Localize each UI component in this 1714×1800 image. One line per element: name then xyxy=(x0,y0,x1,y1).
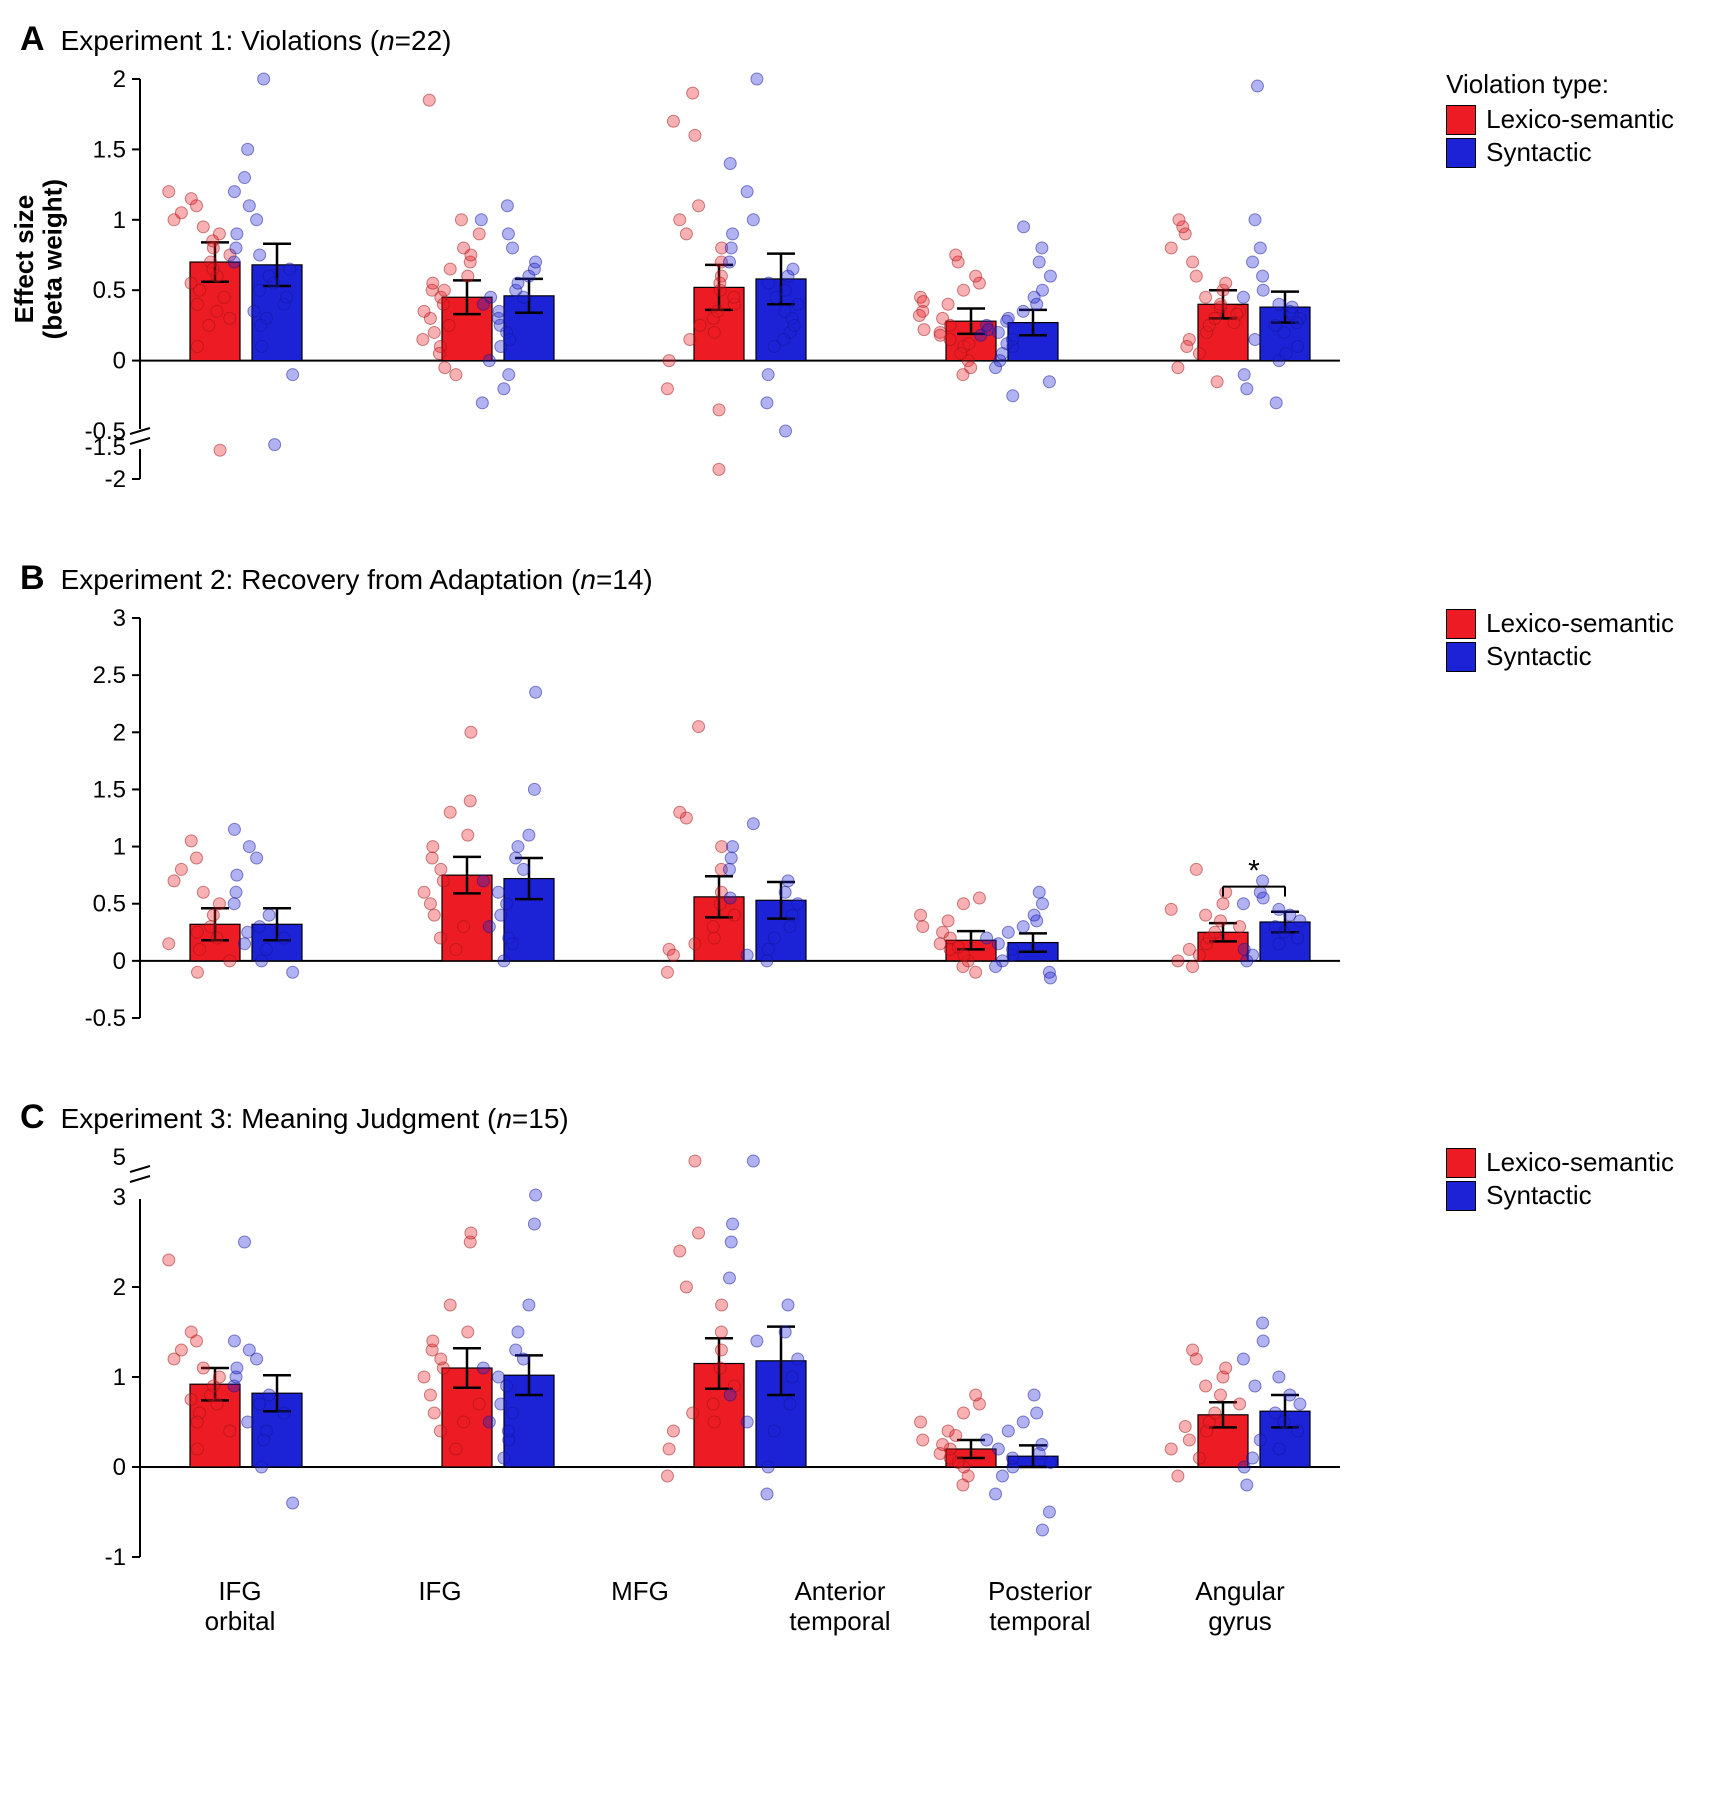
svg-text:0.5: 0.5 xyxy=(93,891,126,918)
svg-text:-0.5: -0.5 xyxy=(85,418,126,445)
svg-text:1: 1 xyxy=(113,1364,126,1391)
legend-item-lexico: Lexico-semantic xyxy=(1446,608,1674,639)
svg-text:1.5: 1.5 xyxy=(93,136,126,163)
svg-text:-0.5: -0.5 xyxy=(85,1005,126,1032)
svg-text:3: 3 xyxy=(113,605,126,632)
legend-item-lexico: Lexico-semantic xyxy=(1446,1147,1674,1178)
legend-item-syntactic: Syntactic xyxy=(1446,641,1674,672)
svg-text:2: 2 xyxy=(113,1274,126,1301)
svg-text:3: 3 xyxy=(113,1184,126,1211)
legend-item-syntactic: Syntactic xyxy=(1446,1180,1674,1211)
panel-A: AExperiment 1: Violations (n=22)Effect s… xyxy=(20,20,1694,499)
panel-B: BExperiment 2: Recovery from Adaptation … xyxy=(20,559,1694,1038)
panel-title-C: CExperiment 3: Meaning Judgment (n=15) xyxy=(20,1098,1694,1137)
y-axis-label: Effect size(beta weight) xyxy=(10,179,67,339)
legend-B: Lexico-semanticSyntactic xyxy=(1446,608,1674,674)
svg-text:0.5: 0.5 xyxy=(93,277,126,304)
svg-text:-2: -2 xyxy=(105,466,126,493)
legend-item-syntactic: Syntactic xyxy=(1446,137,1674,168)
legend-A: Violation type: Lexico-semanticSyntactic xyxy=(1446,69,1674,170)
legend-item-lexico: Lexico-semantic xyxy=(1446,104,1674,135)
svg-text:2: 2 xyxy=(113,719,126,746)
svg-text:0: 0 xyxy=(113,1454,126,1481)
svg-text:*: * xyxy=(1248,855,1260,888)
svg-text:1: 1 xyxy=(113,834,126,861)
figure: AExperiment 1: Violations (n=22)Effect s… xyxy=(20,20,1694,1637)
svg-text:5: 5 xyxy=(113,1144,126,1171)
legend-title: Violation type: xyxy=(1446,69,1674,100)
svg-text:1.5: 1.5 xyxy=(93,776,126,803)
svg-text:-1: -1 xyxy=(105,1544,126,1571)
svg-text:0: 0 xyxy=(113,348,126,375)
svg-text:1: 1 xyxy=(113,207,126,234)
panel-C: CExperiment 3: Meaning Judgment (n=15) -1… xyxy=(20,1098,1694,1637)
svg-text:2.5: 2.5 xyxy=(93,662,126,689)
panel-title-B: BExperiment 2: Recovery from Adaptation … xyxy=(20,559,1694,598)
panel-title-A: AExperiment 1: Violations (n=22) xyxy=(20,20,1694,59)
legend-C: Lexico-semanticSyntactic xyxy=(1446,1147,1674,1213)
svg-text:0: 0 xyxy=(113,948,126,975)
svg-text:2: 2 xyxy=(113,66,126,93)
x-axis-labels: IFGorbitalIFGMFGAnteriortemporalPosterio… xyxy=(140,1577,1340,1637)
